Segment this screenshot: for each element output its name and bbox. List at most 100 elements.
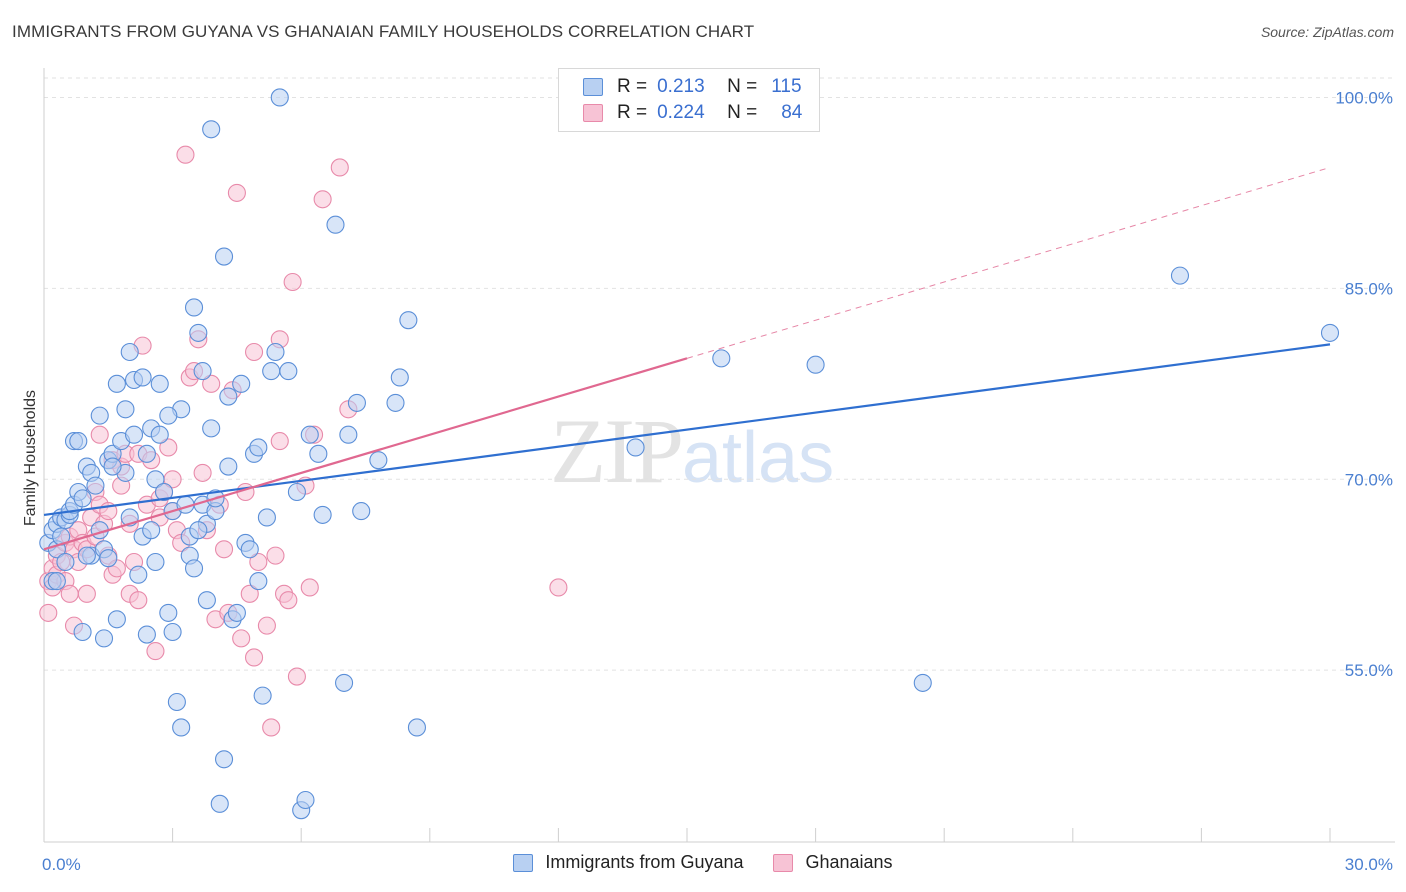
- ghanaians-point: [60, 584, 79, 603]
- guyana-point: [86, 476, 105, 495]
- guyana-point: [56, 552, 75, 572]
- legend-r-value: 0.213: [657, 76, 705, 97]
- legend-n-value: 115: [771, 76, 802, 97]
- ghanaians-point: [240, 584, 259, 603]
- guyana-point: [133, 368, 152, 387]
- guyana-point: [146, 470, 165, 489]
- legend-n-label: N =: [727, 102, 758, 123]
- trend-lines: [43, 166, 1331, 551]
- ghanaians-point: [244, 342, 264, 362]
- legend-n-label: N =: [727, 76, 758, 97]
- guyana-point: [142, 521, 161, 540]
- legend-label-ghanaians: Ghanaians: [805, 852, 893, 872]
- legend-r-value: 0.224: [657, 102, 705, 123]
- guyana-point: [806, 355, 825, 374]
- watermark-atlas: atlas: [682, 418, 835, 498]
- guyana-point: [1170, 266, 1190, 285]
- guyana-point: [197, 591, 216, 610]
- ghanaians-point: [129, 591, 148, 610]
- ghanaians-point: [287, 667, 306, 686]
- watermark: ZIPatlas: [550, 398, 834, 504]
- y-tick-label: 55.0%: [1345, 661, 1393, 680]
- ghanaians-point: [176, 145, 195, 164]
- guyana-point: [172, 718, 191, 737]
- guyana-point: [73, 489, 92, 508]
- guyana-point: [335, 673, 354, 692]
- x-tick-label: 0.0%: [42, 855, 81, 874]
- guyana-point: [407, 718, 426, 737]
- guyana-point: [219, 457, 238, 476]
- guyana-point: [107, 374, 126, 393]
- ghanaians-point: [262, 718, 281, 737]
- guyana-points: [39, 88, 1340, 820]
- stats-legend: R = 0.213 N = 115 R = 0.224 N = 84: [558, 68, 820, 132]
- ghanaians-point: [159, 438, 178, 457]
- watermark-zip: ZIP: [550, 400, 684, 502]
- guyana-point: [214, 750, 234, 769]
- guyana-point: [913, 673, 932, 692]
- guyana-point: [1320, 323, 1340, 342]
- guyana-point: [270, 88, 289, 107]
- ghanaians-point: [146, 642, 165, 661]
- guyana-point: [120, 342, 139, 362]
- guyana-point: [116, 400, 135, 419]
- guyana-point: [90, 406, 109, 425]
- ghanaians-point: [549, 578, 568, 597]
- guyana-point: [124, 425, 144, 444]
- legend-row-guyana: R = 0.213 N = 115: [583, 75, 802, 99]
- guyana-point: [712, 349, 731, 368]
- legend-swatch-blue: [513, 853, 534, 872]
- guyana-point: [137, 625, 156, 644]
- ghanaians-point: [214, 540, 234, 559]
- guyana-point: [184, 559, 204, 578]
- guyana-point: [69, 432, 88, 451]
- guyana-point: [249, 572, 268, 591]
- guyana-point: [232, 374, 251, 393]
- ghanaians-point: [249, 552, 268, 572]
- guyana-point: [399, 311, 418, 330]
- tick-labels: 55.0% 70.0% 85.0% 100.0% 0.0% 30.0%: [42, 88, 1393, 874]
- legend-item-ghanaians: Ghanaians: [773, 852, 893, 873]
- guyana-point: [369, 451, 388, 470]
- guyana-point: [103, 457, 122, 476]
- guyana-point: [219, 387, 238, 406]
- y-tick-label: 85.0%: [1345, 279, 1393, 298]
- ghanaians-point: [283, 272, 302, 292]
- guyana-point: [99, 549, 118, 568]
- source-label: Source: ZipAtlas.com: [1260, 24, 1394, 40]
- ghanaians-point: [300, 578, 319, 597]
- gridlines: [44, 77, 1395, 671]
- legend-swatch-blue: [583, 78, 603, 96]
- ghanaians-point: [202, 374, 221, 393]
- guyana-point: [146, 552, 165, 572]
- legend-swatch-pink: [583, 104, 603, 122]
- ghanaians-point: [266, 546, 285, 565]
- guyana-point: [107, 610, 126, 629]
- guyana-point: [326, 215, 345, 234]
- guyana-point: [262, 362, 281, 381]
- guyana-point: [309, 444, 328, 463]
- ghanaians-trend-extension: [686, 166, 1331, 359]
- guyana-point: [159, 603, 178, 622]
- guyana-point: [313, 505, 332, 524]
- legend-n-value: 84: [781, 102, 803, 123]
- guyana-point: [150, 425, 169, 444]
- guyana-point: [137, 444, 156, 463]
- legend-swatch-pink: [773, 853, 794, 872]
- chart-title: IMMIGRANTS FROM GUYANA VS GHANAIAN FAMIL…: [12, 22, 755, 41]
- guyana-point: [202, 419, 221, 438]
- guyana-point: [193, 362, 212, 381]
- guyana-point: [249, 438, 268, 457]
- legend-item-guyana: Immigrants from Guyana: [513, 852, 743, 873]
- guyana-point: [184, 298, 204, 317]
- ghanaians-point: [279, 591, 298, 610]
- ghanaians-point: [232, 629, 251, 648]
- guyana-point: [73, 622, 92, 642]
- guyana-point: [626, 438, 645, 457]
- guyana-point: [210, 794, 229, 813]
- ghanaians-trend-line: [43, 357, 688, 551]
- ghanaians-point: [270, 432, 289, 451]
- guyana-point: [279, 362, 298, 381]
- guyana-point: [339, 425, 358, 444]
